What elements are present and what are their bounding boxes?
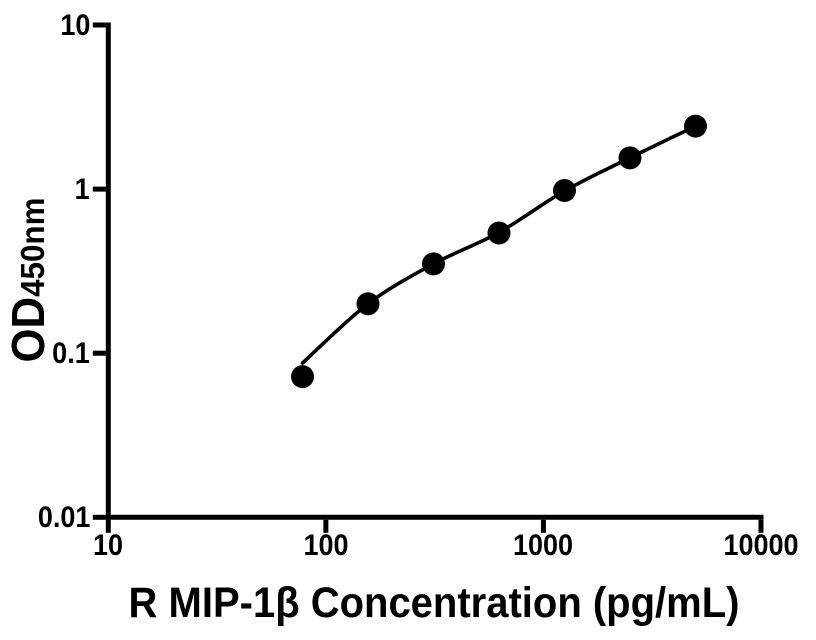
data-point bbox=[422, 252, 445, 276]
data-point bbox=[291, 365, 314, 389]
data-point bbox=[356, 292, 380, 316]
data-point bbox=[618, 146, 642, 170]
data-point bbox=[553, 179, 576, 202]
data-point bbox=[684, 114, 707, 138]
data-point bbox=[487, 221, 511, 245]
